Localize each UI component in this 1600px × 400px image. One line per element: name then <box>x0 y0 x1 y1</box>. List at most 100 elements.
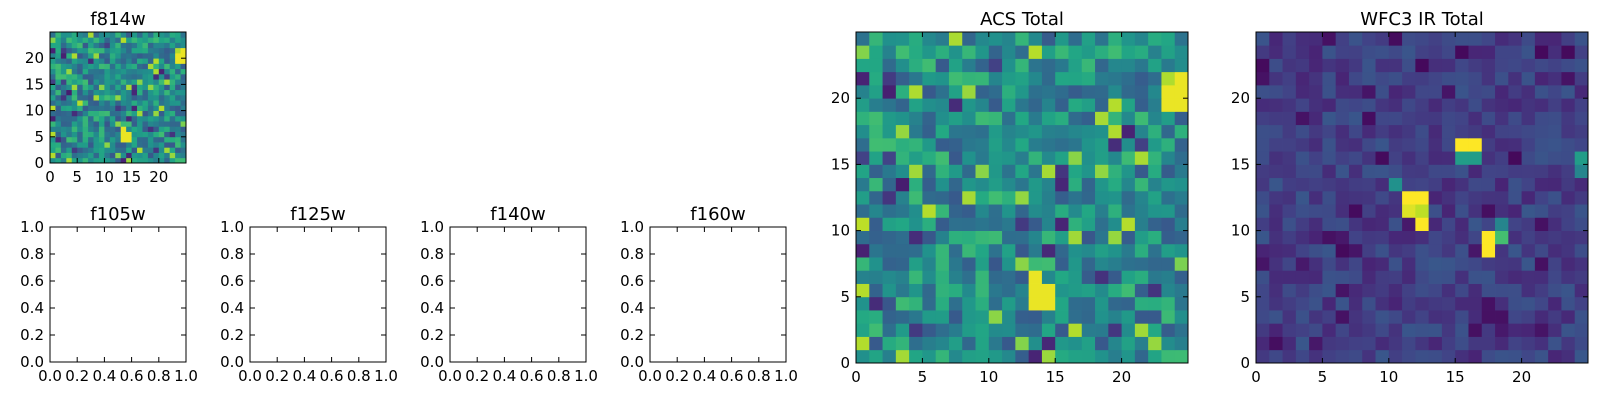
heatmap-cell <box>77 152 84 159</box>
heatmap-cell <box>935 243 950 258</box>
heatmap-cell <box>1028 323 1043 337</box>
heatmap-cell <box>1015 124 1030 139</box>
heatmap-cell <box>142 58 149 64</box>
heatmap-cell <box>1108 84 1122 99</box>
heatmap-cell <box>60 115 67 122</box>
heatmap-cell <box>935 58 950 73</box>
heatmap-cell <box>1161 310 1176 324</box>
heatmap-cell <box>1174 137 1189 152</box>
heatmap-cell <box>1335 349 1350 364</box>
heatmap-cell <box>1068 230 1083 245</box>
heatmap-cell <box>98 121 105 127</box>
heatmap-cell <box>115 58 122 64</box>
heatmap-cell <box>66 73 73 80</box>
heatmap-cell <box>1348 243 1363 258</box>
heatmap-cell <box>1068 310 1083 324</box>
heatmap-cell <box>962 190 976 205</box>
heatmap-cell <box>1081 177 1096 192</box>
heatmap-cell <box>962 243 976 258</box>
heatmap-cell <box>1081 98 1096 112</box>
heatmap-cell <box>1481 45 1496 59</box>
heatmap-cell <box>1428 230 1443 245</box>
heatmap-cell <box>1256 270 1270 284</box>
heatmap-cell <box>60 84 67 91</box>
heatmap-cell <box>1068 84 1083 99</box>
heatmap-cell <box>1068 296 1083 311</box>
x-tick-label: 5 <box>1318 368 1328 386</box>
heatmap-cell <box>1068 283 1083 298</box>
heatmap-cell <box>153 37 160 43</box>
heatmap-cell <box>1295 98 1310 112</box>
heatmap-cell <box>1415 151 1430 165</box>
heatmap-cell <box>77 73 84 80</box>
heatmap-cell <box>1148 111 1162 126</box>
heatmap-cell <box>1108 323 1122 337</box>
heatmap-cell <box>1055 230 1069 245</box>
heatmap-cell <box>1174 45 1189 59</box>
heatmap-cell <box>175 52 181 59</box>
heatmap-cell <box>1282 243 1297 258</box>
heatmap-cell <box>1428 58 1443 73</box>
heatmap-cell <box>1428 217 1443 231</box>
heatmap-cell <box>1002 84 1016 99</box>
heatmap-cell <box>1521 323 1536 337</box>
heatmap-cell <box>109 84 116 91</box>
heatmap-cell <box>1121 230 1136 245</box>
heatmap-cell <box>77 89 84 96</box>
heatmap-cell <box>1028 190 1043 205</box>
heatmap-cell <box>1402 336 1416 351</box>
heatmap-cell <box>55 32 62 38</box>
heatmap-cell <box>1161 296 1176 311</box>
heatmap-cell <box>1388 283 1403 298</box>
heatmap-cell <box>164 152 171 159</box>
heatmap-cell <box>82 157 89 164</box>
heatmap-cell <box>164 89 171 96</box>
heatmap-cell <box>856 151 870 165</box>
heatmap-cell <box>1348 270 1363 284</box>
heatmap-cell <box>1015 230 1030 245</box>
heatmap-cell <box>1028 296 1043 311</box>
heatmap-cell <box>1521 204 1536 218</box>
heatmap-cell <box>1534 45 1549 59</box>
heatmap-cell <box>1002 336 1016 351</box>
heatmap-cell <box>1269 243 1283 258</box>
heatmap-cell <box>50 84 56 91</box>
heatmap-cell <box>962 296 976 311</box>
heatmap-cell <box>935 230 950 245</box>
heatmap-cell <box>93 121 100 127</box>
heatmap-cell <box>1068 111 1083 126</box>
heatmap-cell <box>1121 204 1136 218</box>
heatmap-cell <box>1015 336 1030 351</box>
heatmap-cell <box>1309 349 1323 364</box>
heatmap-cell <box>1468 283 1483 298</box>
heatmap-cell <box>1521 177 1536 192</box>
heatmap-cell <box>1256 257 1270 271</box>
heatmap-cell <box>109 89 116 96</box>
heatmap-cell <box>180 42 187 49</box>
heatmap-cell <box>142 63 149 70</box>
heatmap-cell <box>1415 336 1430 351</box>
heatmap-cell <box>158 68 165 75</box>
heatmap-cell <box>1174 71 1189 86</box>
heatmap-cell <box>948 111 963 126</box>
heatmap-cell <box>1455 45 1469 59</box>
y-tick-label: 0.6 <box>220 272 244 290</box>
heatmap-cell <box>1362 270 1376 284</box>
heatmap-cell <box>895 323 910 337</box>
heatmap-cell <box>147 52 154 59</box>
heatmap-cell <box>1015 137 1030 152</box>
heatmap-cell <box>869 217 883 231</box>
heatmap-cell <box>158 94 165 101</box>
heatmap-cell <box>1481 84 1496 99</box>
heatmap-cell <box>71 110 78 117</box>
heatmap-cell <box>1468 177 1483 192</box>
heatmap-cell <box>935 32 950 46</box>
heatmap-cell <box>60 37 67 43</box>
heatmap-cell <box>109 152 116 159</box>
heatmap-cell <box>895 230 910 245</box>
heatmap-cell <box>1055 243 1069 258</box>
heatmap-cell <box>93 105 100 111</box>
heatmap-cell <box>1508 310 1522 324</box>
heatmap-cell <box>60 136 67 143</box>
heatmap-cell <box>153 84 160 91</box>
